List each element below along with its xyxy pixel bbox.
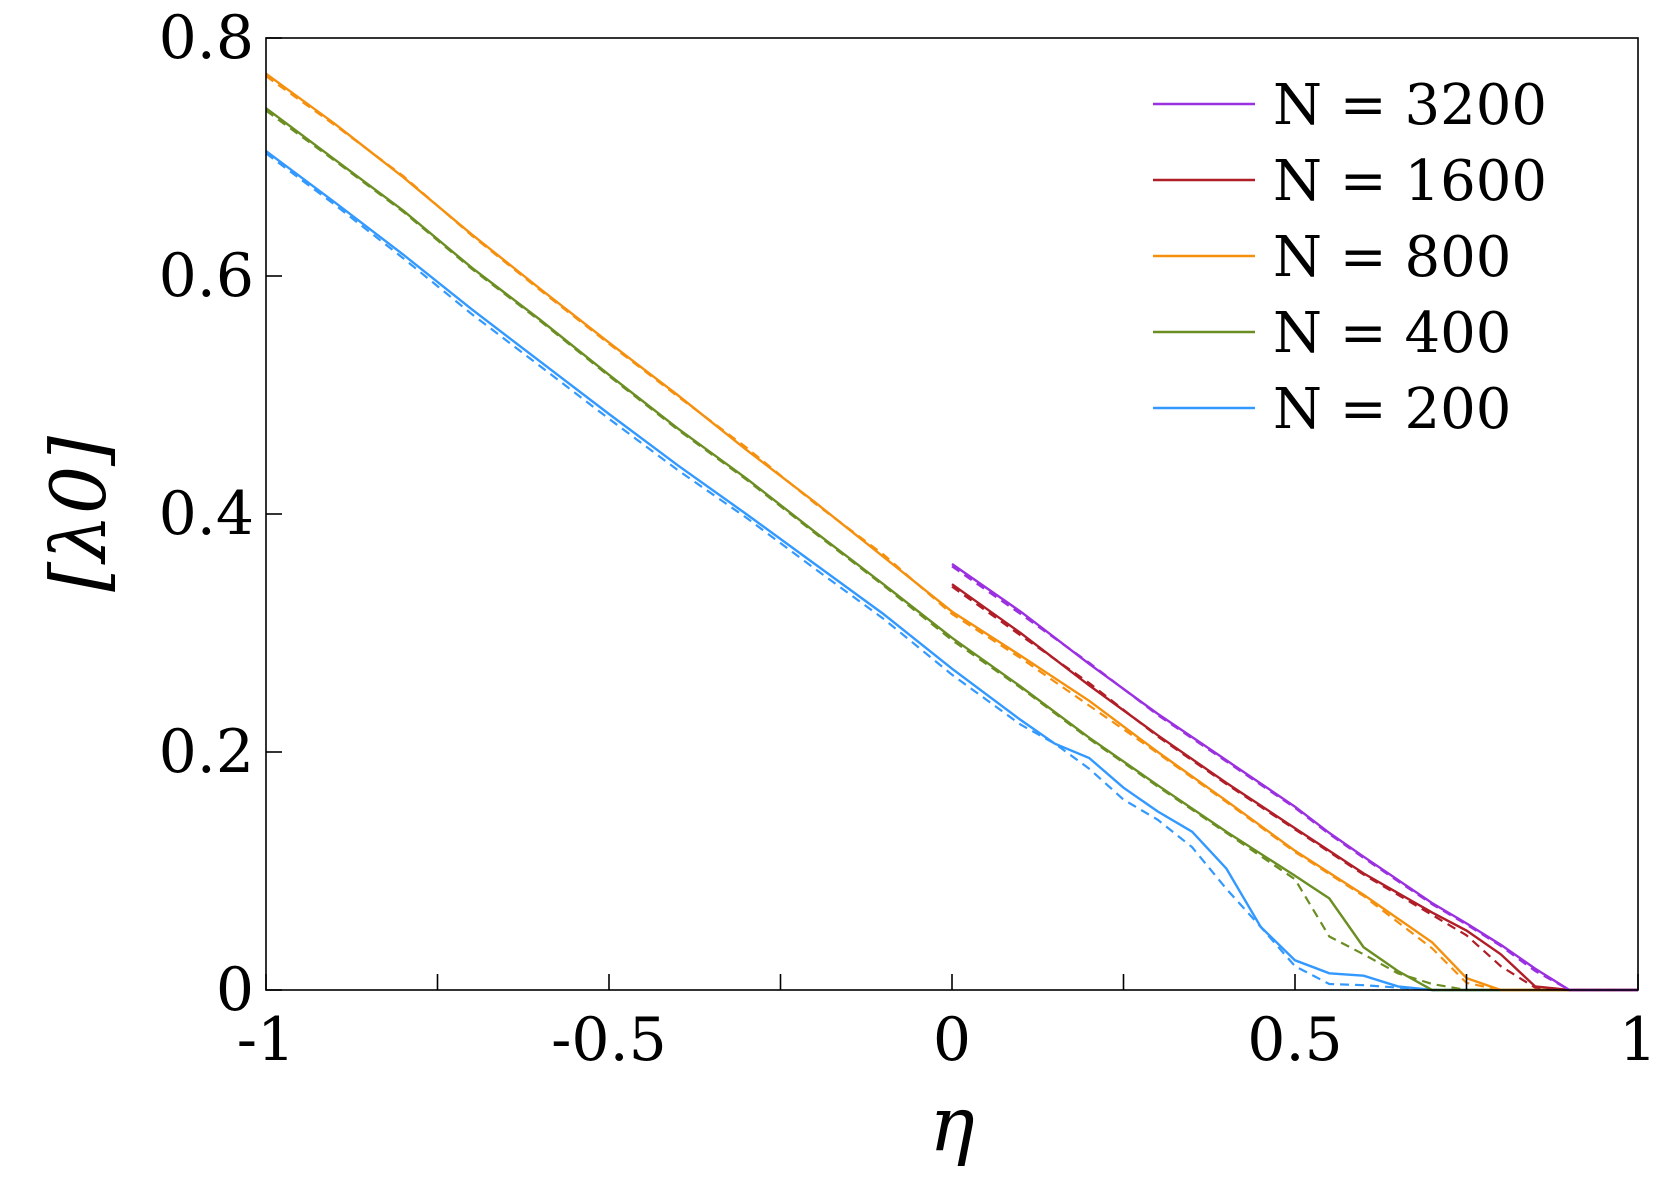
series-line-solid-n-400: [265, 107, 1638, 992]
y-tick-label: 0.6: [159, 241, 254, 311]
x-tick-label: 0.5: [1247, 1005, 1342, 1075]
series-line-dashed-n-200: [265, 152, 1638, 992]
y-tick-label: 0.8: [159, 3, 254, 73]
y-axis-label: [λ0]: [34, 436, 123, 592]
x-tick-label: -1: [237, 1005, 295, 1075]
legend-label: N = 400: [1273, 301, 1511, 366]
legend-label: N = 1600: [1273, 149, 1547, 214]
series-line-solid-n-800: [265, 72, 1638, 992]
x-tick-label: 0: [933, 1005, 971, 1075]
legend: N = 3200 N = 1600 N = 800 N = 400 N = 200: [1153, 73, 1547, 442]
y-tick-label: 0: [216, 955, 254, 1025]
tick-layer: -1 -0.5 0 0.5 1 0 0.2 0.4 0.6 0.8: [159, 3, 1658, 1075]
series-line-solid-n-200: [265, 150, 1638, 992]
series-line-solid-n-3200: [951, 563, 1638, 992]
x-tick-label: 1: [1619, 1005, 1657, 1075]
series-layer: [265, 72, 1638, 992]
legend-label: N = 800: [1273, 225, 1511, 290]
y-tick-label: 0.4: [159, 479, 254, 549]
series-line-solid-n-1600: [951, 583, 1638, 992]
x-tick-label: -0.5: [551, 1005, 667, 1075]
x-axis-label: η: [929, 1079, 975, 1168]
y-tick-label: 0.2: [159, 717, 254, 787]
legend-label: N = 200: [1273, 377, 1511, 442]
legend-label: N = 3200: [1273, 73, 1547, 138]
